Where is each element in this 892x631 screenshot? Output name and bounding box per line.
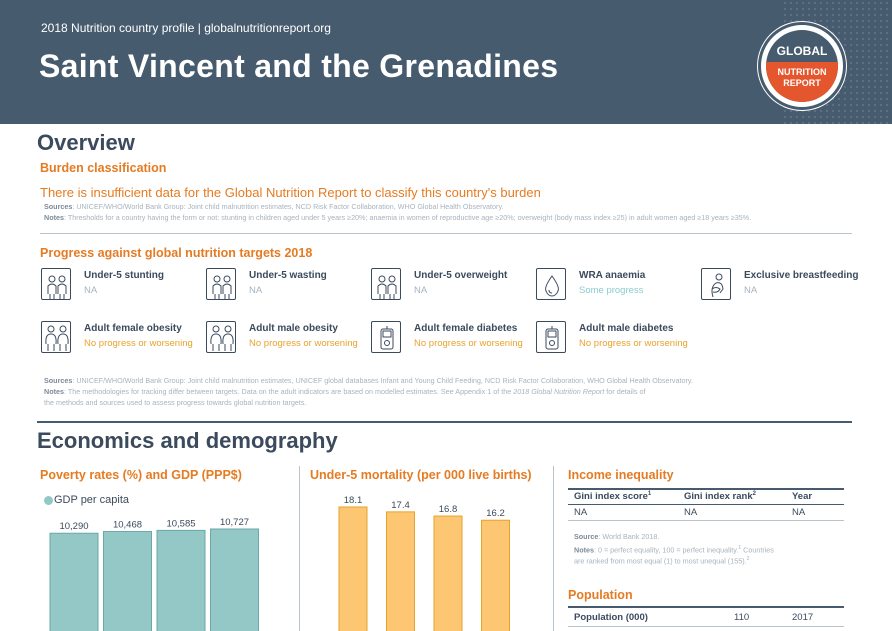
logo-text-nutrition-report: NUTRITION REPORT: [766, 62, 838, 102]
adults-icon: [206, 321, 236, 353]
target-card: WRA anaemia Some progress: [536, 268, 701, 308]
target-card: Adult female diabetes No progress or wors…: [371, 321, 536, 361]
column-divider: [553, 466, 554, 631]
target-status: Some progress: [579, 285, 644, 296]
gini-score-header: Gini index score1: [574, 491, 652, 503]
target-status: NA: [84, 285, 98, 296]
children-icon: [41, 268, 71, 300]
target-name: Adult male diabetes: [579, 323, 674, 334]
glucometer-icon: [371, 321, 401, 353]
progress-heading: Progress against global nutrition target…: [40, 246, 313, 260]
divider: [40, 233, 852, 234]
gdp-bar-label: 10,585: [166, 518, 195, 529]
gini-rank-header: Gini index rank2: [684, 491, 756, 503]
mortality-bar-label: 16.2: [486, 508, 505, 519]
target-name: Under-5 overweight: [414, 270, 508, 281]
year-value: NA: [792, 507, 806, 518]
progress-notes: Notes: The methodologies for tracking di…: [44, 387, 646, 396]
breastfeeding-icon: [701, 268, 731, 300]
gdp-bar-label: 10,468: [113, 520, 142, 531]
gnr-logo: GLOBAL NUTRITION REPORT: [758, 22, 846, 110]
gini-rank-value: NA: [684, 507, 698, 518]
income-heading: Income inequality: [568, 468, 674, 482]
target-card: Under-5 overweight NA: [371, 268, 536, 308]
glucometer-icon: [536, 321, 566, 353]
target-name: Under-5 wasting: [249, 270, 327, 281]
economics-heading: Economics and demography: [37, 428, 338, 453]
target-status: No progress or worsening: [249, 338, 358, 349]
burden-text: There is insufficient data for the Globa…: [40, 185, 541, 200]
target-card: Under-5 stunting NA: [41, 268, 206, 308]
population-value: 110: [734, 612, 750, 623]
target-status: No progress or worsening: [414, 338, 523, 349]
header-banner: 2018 Nutrition country profile | globaln…: [0, 0, 892, 124]
population-heading: Population: [568, 588, 633, 602]
mortality-bar-label: 17.4: [391, 500, 410, 511]
target-status: NA: [414, 285, 428, 296]
target-status: No progress or worsening: [579, 338, 688, 349]
overview-heading: Overview: [37, 130, 135, 155]
target-card: Exclusive breastfeeding NA: [701, 268, 866, 308]
children-icon: [371, 268, 401, 300]
target-name: Adult male obesity: [249, 323, 338, 334]
header-subtitle: 2018 Nutrition country profile | globaln…: [41, 21, 331, 35]
population-year: 2017: [792, 612, 814, 623]
table-rule: [568, 606, 844, 608]
mortality-bar-label: 16.8: [439, 504, 458, 515]
gdp-bar: [103, 531, 152, 631]
gdp-bar-label: 10,290: [59, 521, 88, 532]
target-name: Adult female obesity: [84, 323, 182, 334]
target-name: Exclusive breastfeeding: [744, 270, 859, 281]
target-card: Adult male obesity No progress or worseni…: [206, 321, 371, 361]
logo-text-global: GLOBAL: [776, 44, 828, 58]
table-rule: [568, 626, 844, 627]
progress-sources: Sources: UNICEF/WHO/World Bank Group: Jo…: [44, 376, 693, 385]
page-title: Saint Vincent and the Grenadines: [39, 48, 559, 84]
legend-swatch: [44, 496, 53, 505]
mortality-bar-label: 18.1: [344, 495, 363, 506]
income-notes: Notes: 0 = perfect equality, 100 = perfe…: [574, 545, 774, 555]
target-name: Under-5 stunting: [84, 270, 164, 281]
mortality-bar: [386, 511, 415, 631]
gdp-bar-label: 10,727: [220, 517, 249, 528]
target-status: No progress or worsening: [84, 338, 193, 349]
target-name: WRA anaemia: [579, 270, 646, 281]
mortality-bar: [433, 515, 463, 631]
adults-icon: [41, 321, 71, 353]
income-source: Source: World Bank 2018.: [574, 532, 660, 541]
gdp-bar: [156, 529, 206, 631]
mortality-heading: Under-5 mortality (per 000 live births): [310, 468, 532, 482]
legend-label: GDP per capita: [54, 494, 130, 506]
target-card: Under-5 wasting NA: [206, 268, 371, 308]
target-status: NA: [744, 285, 758, 296]
target-status: NA: [249, 285, 263, 296]
logo-text-nutrition: NUTRITION: [777, 67, 827, 77]
population-label: Population (000): [574, 612, 648, 623]
burden-heading: Burden classification: [40, 161, 167, 175]
year-header: Year: [792, 491, 813, 502]
poverty-heading: Poverty rates (%) and GDP (PPP$): [40, 468, 242, 482]
section-rule: [37, 421, 852, 423]
table-rule: [568, 520, 844, 521]
table-rule: [568, 488, 844, 490]
income-notes-cont: are ranked from most equal (1) to most u…: [574, 556, 750, 566]
target-card: Adult male diabetes No progress or worsen…: [536, 321, 701, 361]
table-rule: [568, 504, 844, 505]
target-name: Adult female diabetes: [414, 323, 518, 334]
column-divider: [299, 466, 300, 631]
logo-text-report: REPORT: [783, 78, 821, 88]
blood-drop-icon: [536, 268, 566, 300]
overview-notes: Notes: Thresholds for a country having t…: [44, 213, 752, 222]
gdp-bar: [49, 532, 99, 631]
target-card: Adult female obesity No progress or worse…: [41, 321, 206, 361]
gdp-bar: [210, 528, 259, 631]
overview-sources: Sources: UNICEF/WHO/World Bank Group: Jo…: [44, 202, 504, 211]
gini-score-value: NA: [574, 507, 588, 518]
mortality-bar: [338, 506, 368, 631]
mortality-bar: [481, 519, 510, 631]
progress-notes-cont: the methods and sources used to assess p…: [44, 398, 307, 407]
children-icon: [206, 268, 236, 300]
